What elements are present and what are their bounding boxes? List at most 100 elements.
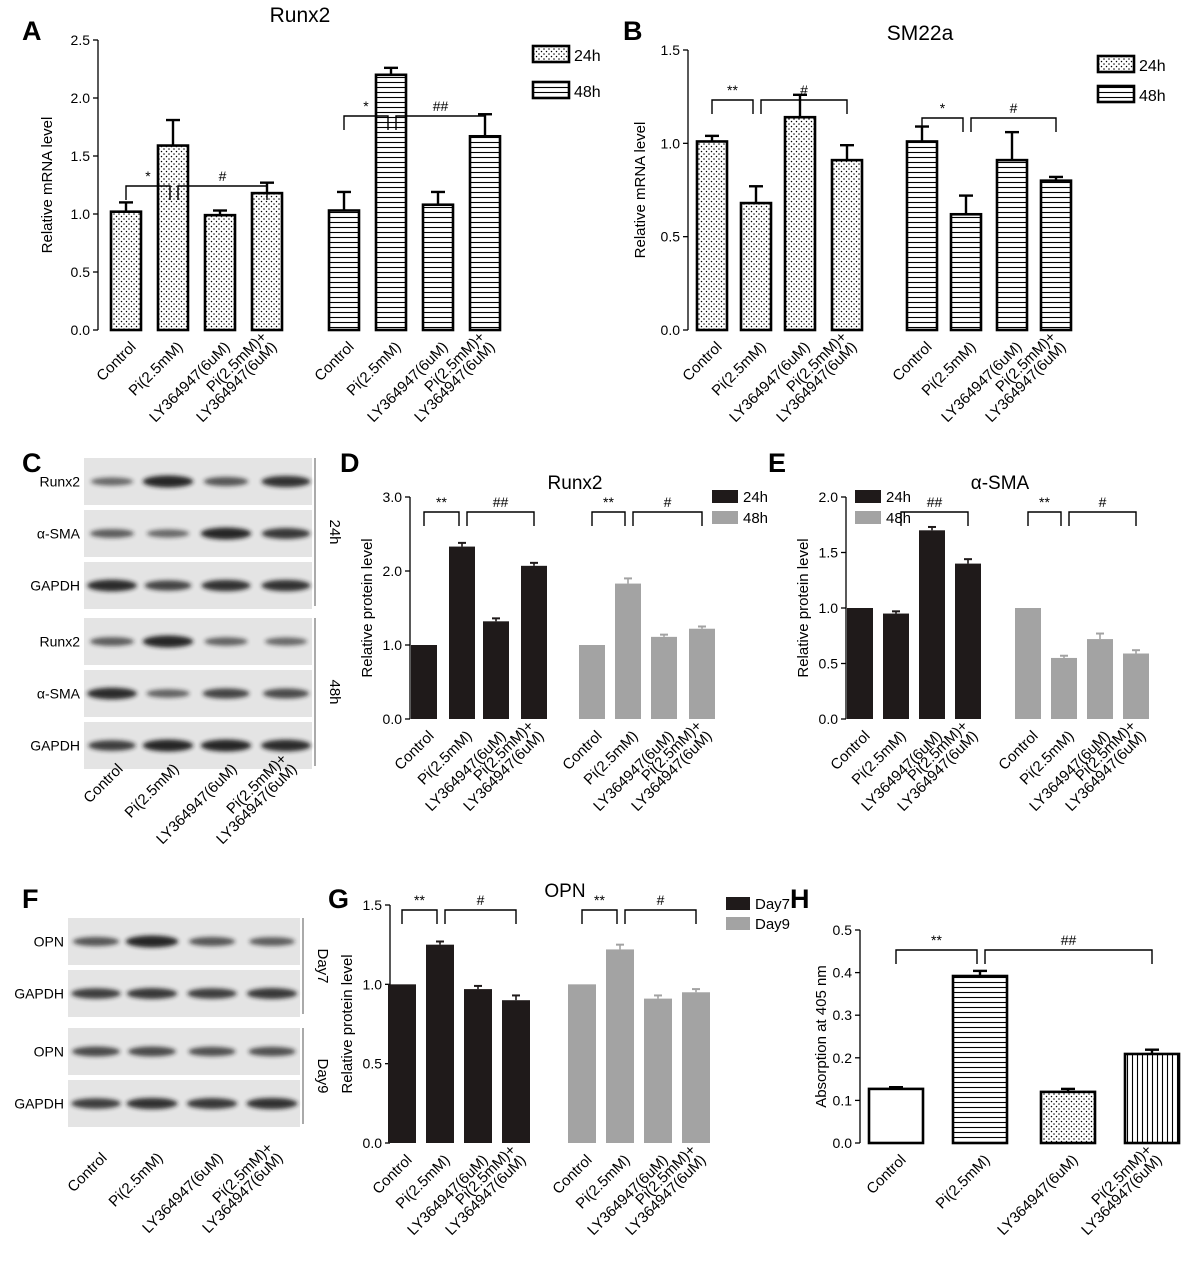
- chart-a-bar: [421, 203, 455, 332]
- panel-letter-f: F: [22, 884, 39, 914]
- chart-h-y-tick-label: 0.3: [833, 1007, 853, 1023]
- chart-g-significance-bracket: [581, 909, 618, 924]
- blot-band: [200, 739, 252, 752]
- chart-h-bar: [867, 1087, 925, 1145]
- chart-e-bar: [919, 530, 945, 719]
- chart-e-bar: [1015, 608, 1041, 719]
- chart-h-x-tick-label-line: Control: [863, 1152, 909, 1198]
- chart-g-y-tick-label: 0.5: [363, 1056, 383, 1072]
- chart-b-legend-label: 48h: [1139, 88, 1166, 105]
- chart-d-legend-label: 24h: [743, 489, 768, 506]
- chart-g-significance-bracket: [401, 909, 438, 924]
- chart-b-bar: [905, 140, 939, 332]
- blot-band: [142, 475, 194, 488]
- blot-lane-label: Pi(2.5mM): [106, 1150, 167, 1211]
- blot-band: [126, 1097, 178, 1110]
- chart-e-significance-label: ##: [927, 494, 943, 510]
- blot-row-label: OPN: [34, 934, 64, 950]
- chart-g-bar: [644, 998, 672, 1143]
- chart-e-y-tick-label: 0.0: [819, 711, 839, 727]
- chart-e-legend-swatch: [855, 490, 881, 503]
- panel-letter-d: D: [340, 448, 360, 478]
- chart-a-title: Runx2: [270, 4, 331, 27]
- chart-e-bar: [1123, 653, 1149, 719]
- chart-h-x-tick-label: LY364947(6uM): [994, 1152, 1081, 1239]
- chart-b-legend-swatch: [1096, 84, 1136, 104]
- blot-row-label: α-SMA: [37, 526, 81, 542]
- chart-g-bar: [464, 989, 492, 1143]
- chart-a-legend-swatch: [531, 44, 571, 64]
- chart-a-y-tick-label: 2.5: [71, 32, 91, 48]
- blot-group-label: Day7: [314, 948, 331, 983]
- blot-band: [246, 988, 298, 999]
- chart-b-bar: [995, 158, 1029, 332]
- chart-d-significance-bracket: [423, 511, 460, 526]
- chart-b-significance-label: **: [727, 82, 738, 98]
- chart-d-y-label: Relative protein level: [359, 538, 376, 677]
- blot-band: [146, 689, 190, 698]
- chart-e-significance-bracket: [900, 511, 969, 526]
- chart-e-significance-bracket: [1027, 511, 1062, 526]
- chart-a-bar: [468, 134, 502, 332]
- blot-lane-label: Pi(2.5mM): [122, 761, 183, 822]
- chart-b-significance-bracket: [921, 117, 964, 132]
- chart-h-x-tick-label: Pi(2.5mM)+LY364947(6uM): [1068, 1141, 1166, 1239]
- blot-band: [203, 476, 249, 487]
- chart-h-absorption: 0.0 0.1 0.2 0.3 0.4 0.5 Absorption at 405 nm Co…: [813, 922, 1181, 1239]
- chart-d-y-tick-label: 0.0: [383, 711, 403, 727]
- chart-g-significance-bracket: [444, 909, 517, 924]
- blot-row-label: α-SMA: [37, 686, 81, 702]
- blot-band: [201, 579, 251, 592]
- blot-band: [142, 739, 194, 752]
- panel-letter-h: H: [790, 884, 810, 914]
- blot-row-label: GAPDH: [14, 1096, 64, 1112]
- chart-h-x-tick-label: Control: [863, 1152, 909, 1198]
- chart-d-legend-swatch: [712, 511, 738, 524]
- chart-g-y-tick-label: 1.0: [363, 976, 383, 992]
- blot-lane-label-line: Pi(2.5mM): [122, 761, 183, 822]
- chart-a-y-tick-label: 1.5: [71, 148, 91, 164]
- blot-band: [261, 739, 311, 752]
- blot-band: [204, 637, 248, 646]
- chart-g-bar: [426, 944, 454, 1143]
- chart-e-significance-label: #: [1099, 494, 1107, 510]
- chart-e-bar: [847, 608, 873, 719]
- chart-b-significance-bracket: [760, 99, 848, 114]
- chart-e-y-tick-label: 1.5: [819, 545, 839, 561]
- chart-d-bar: [579, 645, 605, 719]
- chart-b-significance-label: #: [1010, 100, 1018, 116]
- chart-h-bar: [951, 974, 1009, 1145]
- chart-a-bar: [109, 210, 143, 332]
- blot-band: [72, 936, 120, 947]
- chart-d-bar: [449, 546, 475, 719]
- blot-group-label: Day9: [314, 1058, 331, 1093]
- panel-letter-b: B: [623, 16, 643, 46]
- chart-d-bar: [615, 583, 641, 719]
- blot-band: [261, 528, 311, 539]
- chart-d-legend-swatch: [712, 490, 738, 503]
- chart-a-bar: [156, 144, 190, 332]
- chart-h-bar: [1039, 1090, 1097, 1145]
- chart-b-y-label: Relative mRNA level: [632, 122, 649, 259]
- chart-b-significance-label: *: [940, 100, 946, 116]
- panel-letter-a: A: [22, 16, 42, 46]
- chart-b-y-tick-label: 1.5: [661, 42, 681, 58]
- chart-e-bar: [883, 613, 909, 719]
- blot-band: [186, 1098, 238, 1109]
- chart-g-title: OPN: [544, 881, 585, 902]
- blot-band: [187, 988, 237, 999]
- chart-a-significance-label: *: [363, 98, 369, 114]
- chart-d-significance-label: #: [664, 494, 672, 510]
- chart-g-legend-label: Day9: [755, 916, 790, 933]
- blot-lane-label: Control: [64, 1150, 110, 1196]
- chart-a-runx2-mrna: Runx2 0.0 0.5 1.0 1.5 2.0 2.5 Relative mRNA lev…: [39, 4, 601, 426]
- chart-a-significance-label: *: [145, 168, 151, 184]
- panel-letter-g: G: [328, 884, 349, 914]
- chart-g-bar: [502, 1000, 530, 1143]
- chart-d-significance-label: **: [436, 494, 447, 510]
- chart-d-bar: [411, 645, 437, 719]
- blot-row-label: OPN: [34, 1044, 64, 1060]
- blot-band: [144, 580, 192, 591]
